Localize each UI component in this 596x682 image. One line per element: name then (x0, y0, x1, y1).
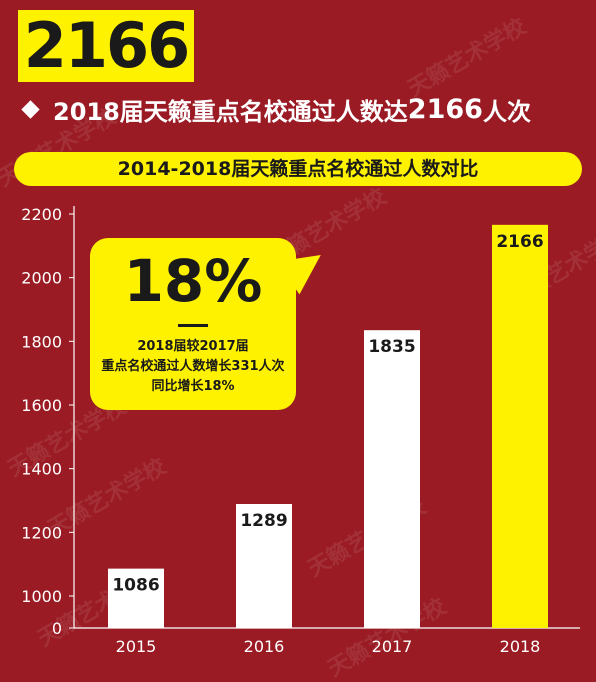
callout-line-2: 重点名校通过人数增长331人次 (101, 359, 285, 374)
headline-suffix: 人次 (482, 98, 531, 126)
callout-divider (178, 324, 208, 327)
bar-2018 (492, 224, 548, 628)
x-tick-label: 2016 (244, 637, 285, 656)
headline-number: 2166 (407, 94, 483, 125)
bar-2017 (364, 330, 420, 628)
callout-line-3: 同比增长18% (151, 379, 235, 394)
bar-value-label: 1835 (368, 337, 415, 357)
y-tick-label: 1000 (21, 587, 62, 606)
chart-title: 2014-2018届天籁重点名校通过人数对比 (14, 152, 582, 186)
y-tick-label: 1800 (21, 332, 62, 351)
bar-value-label: 1289 (240, 511, 287, 531)
headline: 2018届天籁重点名校通过人数达 2166 人次 (18, 92, 578, 127)
x-tick-label: 2017 (372, 637, 413, 656)
bar-value-label: 2166 (496, 232, 543, 252)
bar-2015 (108, 568, 164, 628)
y-tick-label: 2000 (21, 269, 62, 288)
y-tick-label: 1400 (21, 460, 62, 479)
callout-percent: 18% (123, 247, 263, 315)
y-tick-label: 0 (52, 619, 62, 638)
headline-prefix: 2018届天籁重点名校通过人数达 (53, 98, 408, 126)
growth-callout: 18% 2018届较2017届 重点名校通过人数增长331人次 同比增长18% (90, 238, 296, 410)
callout-line-1: 2018届较2017届 (137, 339, 249, 354)
bar-value-label: 1086 (112, 576, 159, 596)
bar-2016 (236, 504, 292, 628)
headline-big-number: 2166 (18, 10, 194, 82)
y-tick-label: 1200 (21, 523, 62, 542)
x-tick-label: 2015 (116, 637, 157, 656)
y-tick-label: 1600 (21, 396, 62, 415)
x-tick-label: 2018 (500, 637, 541, 656)
y-tick-label: 2200 (21, 205, 62, 224)
